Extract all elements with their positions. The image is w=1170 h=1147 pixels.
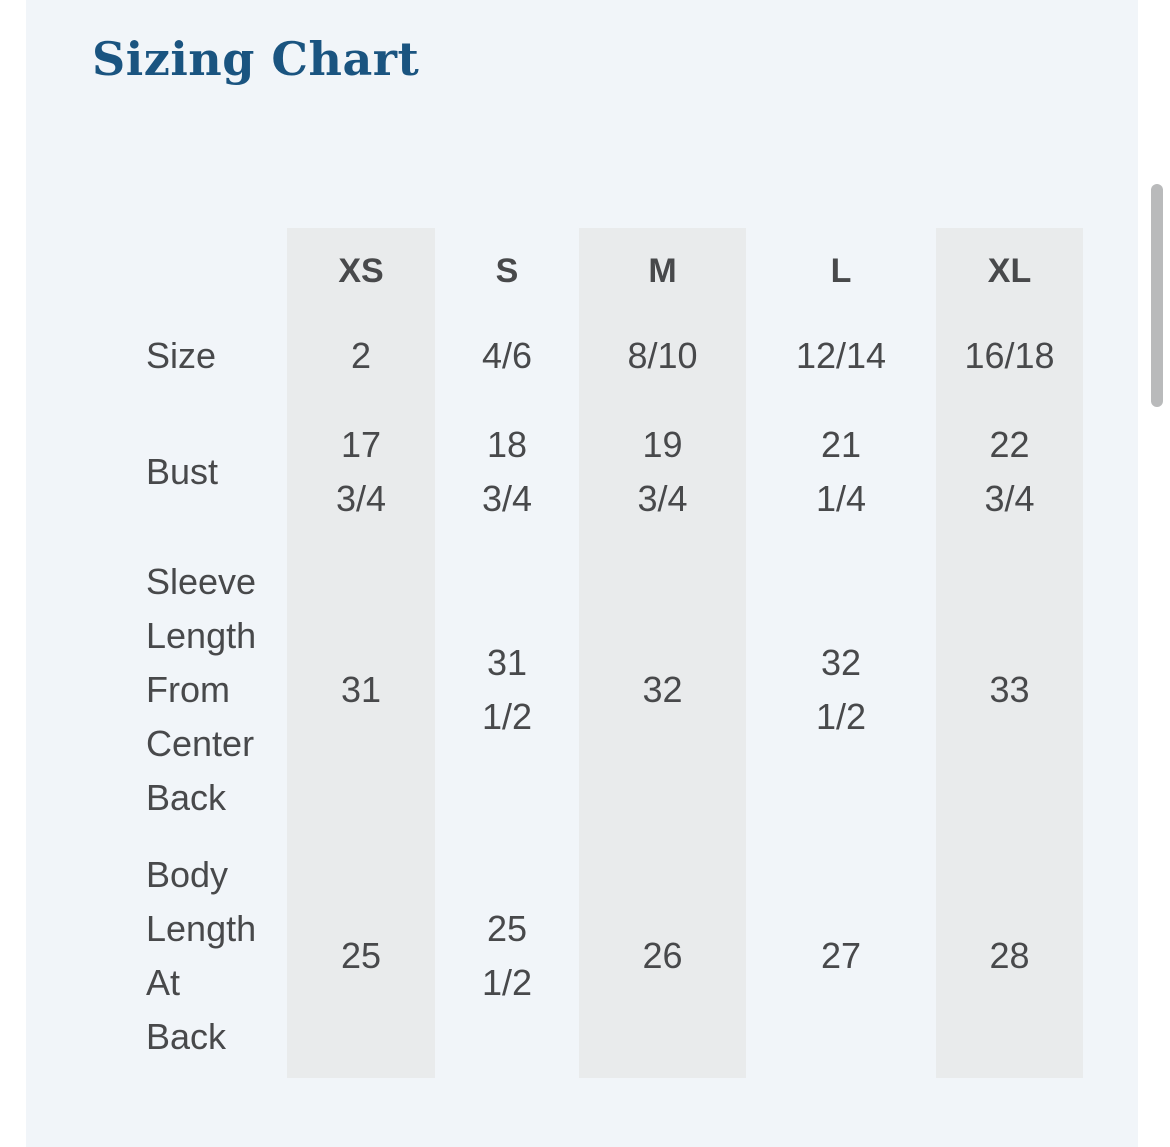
cell-size-l: 12/14 — [795, 335, 887, 376]
column-header-xl: XL — [936, 228, 1083, 314]
row-label-body-length: Body Length At Back — [146, 854, 257, 1057]
cell-size-s: 4/6 — [481, 335, 533, 376]
scrollbar-thumb[interactable] — [1151, 184, 1163, 407]
sizing-chart-panel: Sizing Chart XS S M L XL Size 2 4/6 8/10… — [26, 0, 1138, 1147]
cell-bust-xs: 17 3/4 — [287, 398, 435, 546]
scrollbar-track[interactable] — [1147, 0, 1170, 1147]
cell-body-xl: 28 — [936, 834, 1083, 1078]
cell-size-xs: 2 — [287, 314, 435, 398]
cell-size-m: 8/10 — [579, 314, 746, 398]
cell-bust-m: 19 3/4 — [579, 398, 746, 546]
page-title: Sizing Chart — [92, 32, 420, 86]
cell-sleeve-m: 32 — [579, 546, 746, 834]
cell-bust-l: 21 1/4 — [815, 424, 867, 519]
column-header-xs: XS — [287, 228, 435, 314]
cell-sleeve-s: 31 1/2 — [481, 642, 533, 737]
cell-body-l: 27 — [820, 935, 862, 976]
cell-body-xs: 25 — [287, 834, 435, 1078]
row-label-size: Size — [146, 335, 217, 376]
column-header-l: L — [830, 252, 852, 290]
row-label-bust: Bust — [146, 451, 219, 492]
row-label-sleeve-length: Sleeve Length From Center Back — [146, 561, 257, 818]
cell-size-xl: 16/18 — [936, 314, 1083, 398]
sizing-table: XS S M L XL Size 2 4/6 8/10 12/14 16/18 … — [120, 228, 1083, 1078]
cell-bust-s: 18 3/4 — [481, 424, 533, 519]
column-header-s: S — [495, 252, 519, 290]
cell-sleeve-l: 32 1/2 — [815, 642, 867, 737]
cell-bust-xl: 22 3/4 — [936, 398, 1083, 546]
cell-body-m: 26 — [579, 834, 746, 1078]
column-header-m: M — [579, 228, 746, 314]
cell-sleeve-xl: 33 — [936, 546, 1083, 834]
cell-body-s: 25 1/2 — [481, 908, 533, 1003]
table-corner-cell — [120, 228, 287, 314]
cell-sleeve-xs: 31 — [287, 546, 435, 834]
